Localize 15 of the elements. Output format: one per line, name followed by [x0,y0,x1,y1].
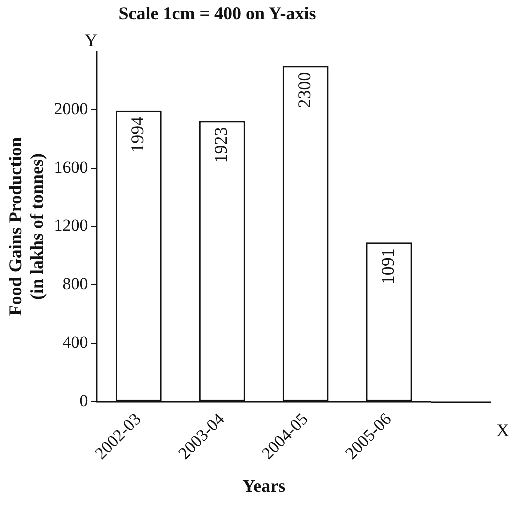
y-tick-label: 1200 [54,216,88,236]
y-tick-label: 2000 [54,99,88,118]
x-axis-title: Years [242,476,286,496]
data-label: 1091 [378,248,398,285]
data-label: 1994 [128,116,148,153]
y-tick-label: 800 [62,274,88,294]
data-label: 1923 [211,127,232,164]
y-tick-label: 0 [80,391,88,410]
y-tick-label: 1600 [54,158,88,177]
text: X [496,420,510,441]
y-tick-label: 400 [62,332,88,352]
data-label: 2300 [294,72,315,108]
chart-title: Scale 1cm = 400 on Y-axis [118,3,316,24]
y-axis-title: Food Gains Production (in lakhs of tonnes) [5,137,48,316]
text: Y [84,30,98,50]
